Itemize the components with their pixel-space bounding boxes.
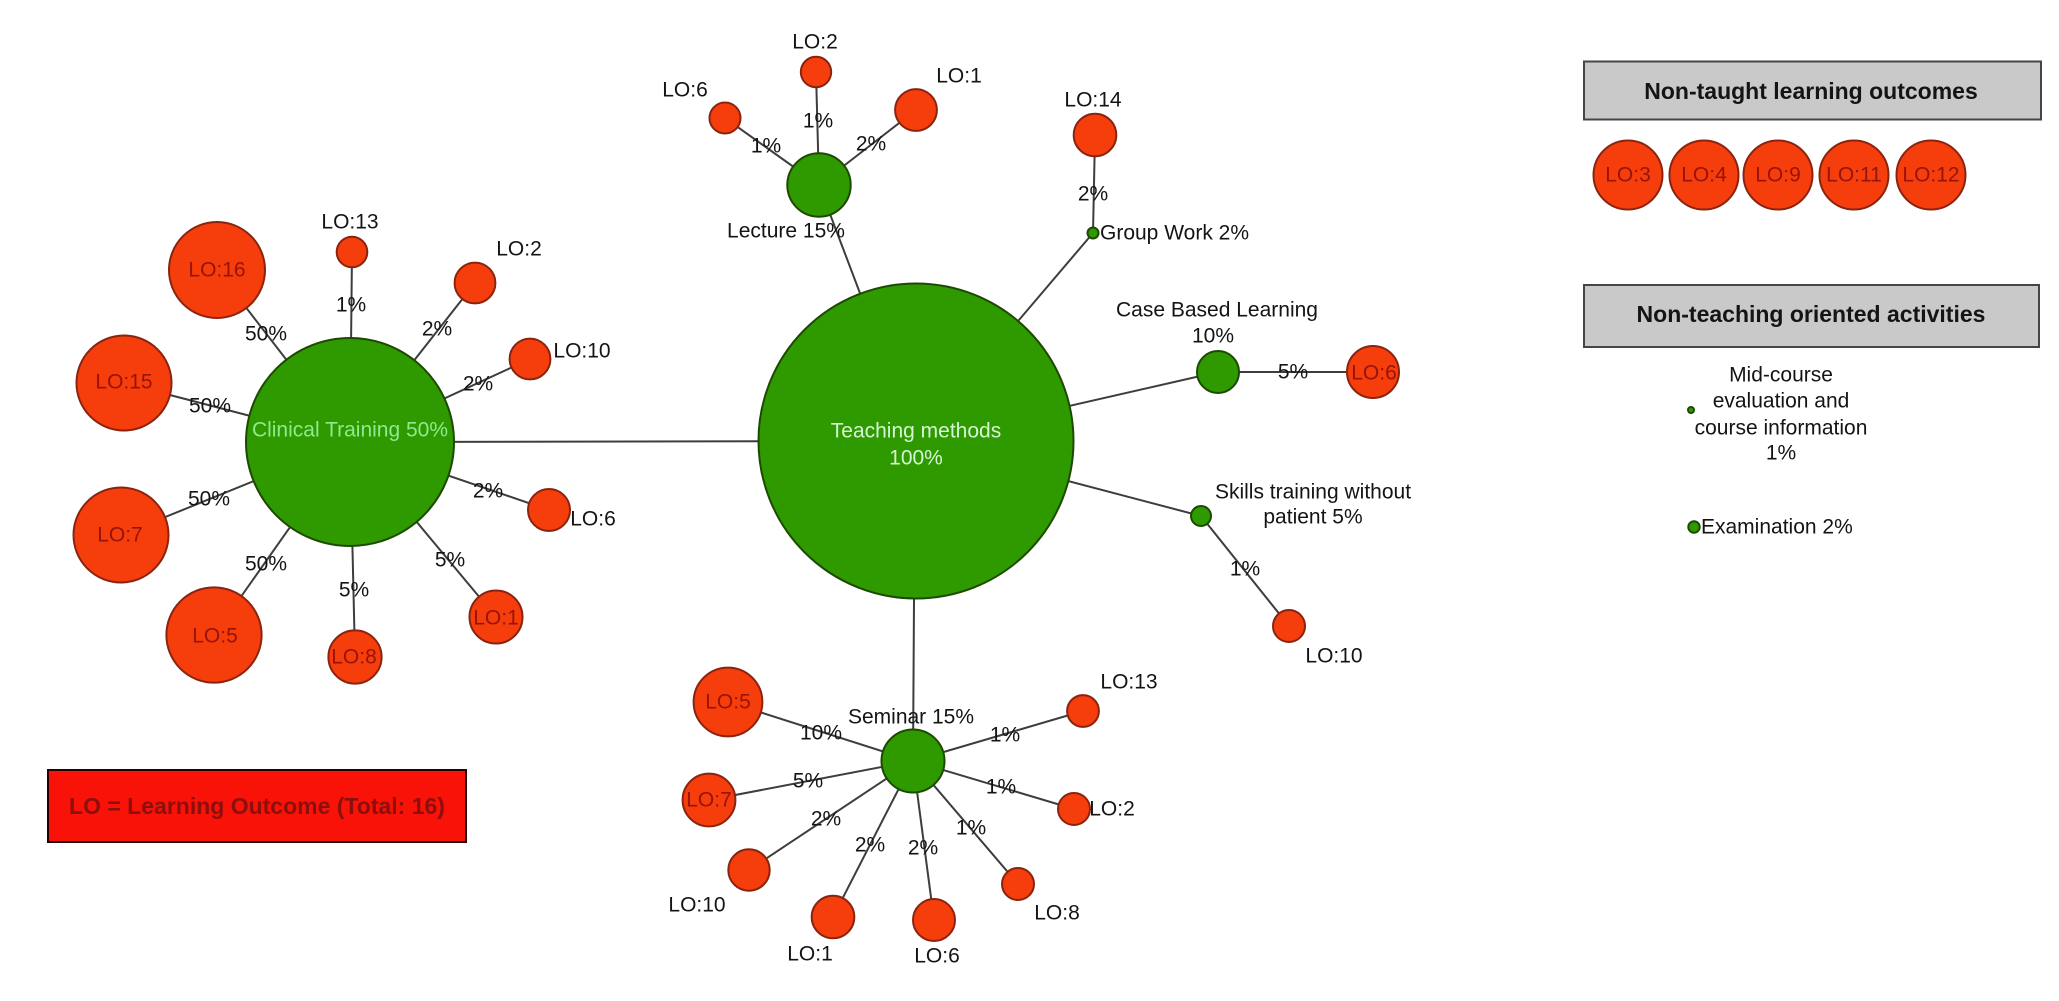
svg-text:2%: 2% (908, 837, 938, 860)
svg-text:LO:8: LO:8 (331, 646, 377, 669)
svg-text:1%: 1% (751, 135, 781, 158)
svg-text:50%: 50% (245, 323, 287, 346)
svg-text:10%: 10% (1192, 325, 1234, 348)
svg-text:1%: 1% (1230, 558, 1260, 581)
svg-text:Non-taught learning outcomes: Non-taught learning outcomes (1644, 78, 1978, 104)
svg-text:1%: 1% (803, 110, 833, 133)
svg-text:50%: 50% (189, 395, 231, 418)
svg-text:LO:5: LO:5 (705, 691, 751, 714)
svg-text:LO:4: LO:4 (1681, 164, 1727, 187)
svg-text:Group Work 2%: Group Work 2% (1100, 222, 1249, 245)
svg-text:LO:9: LO:9 (1755, 164, 1801, 187)
svg-text:Case Based Learning: Case Based Learning (1116, 299, 1318, 322)
svg-text:Examination 2%: Examination 2% (1701, 516, 1853, 539)
svg-text:LO:13: LO:13 (1100, 671, 1157, 694)
svg-text:Lecture 15%: Lecture 15% (727, 220, 845, 243)
svg-text:LO:15: LO:15 (95, 371, 152, 394)
svg-text:1%: 1% (336, 294, 366, 317)
svg-text:LO:6: LO:6 (914, 945, 960, 968)
svg-text:LO:11: LO:11 (1826, 164, 1882, 187)
svg-text:LO:3: LO:3 (1605, 164, 1651, 187)
svg-text:2%: 2% (855, 834, 885, 857)
svg-text:LO:10: LO:10 (1305, 645, 1362, 668)
svg-text:50%: 50% (188, 488, 230, 511)
svg-text:LO = Learning Outcome (Total:: LO = Learning Outcome (Total: 16) (69, 793, 445, 819)
svg-text:LO:5: LO:5 (192, 625, 238, 648)
svg-text:LO:2: LO:2 (1089, 798, 1135, 821)
svg-text:1%: 1% (986, 776, 1016, 799)
svg-text:LO:7: LO:7 (97, 524, 143, 547)
svg-text:LO:1: LO:1 (936, 65, 982, 88)
svg-text:5%: 5% (339, 579, 369, 602)
svg-text:Clinical Training 50%: Clinical Training 50% (252, 419, 448, 442)
svg-text:LO:2: LO:2 (792, 31, 838, 54)
svg-text:1%: 1% (956, 817, 986, 840)
svg-text:LO:12: LO:12 (1902, 164, 1959, 187)
svg-text:LO:13: LO:13 (321, 211, 378, 234)
svg-text:1%: 1% (990, 724, 1020, 747)
svg-text:Mid-course: Mid-course (1729, 364, 1833, 387)
svg-text:LO:2: LO:2 (496, 238, 542, 261)
svg-text:2%: 2% (811, 808, 841, 831)
svg-text:Seminar 15%: Seminar 15% (848, 706, 974, 729)
svg-text:Teaching methods: Teaching methods (831, 420, 1001, 443)
svg-text:2%: 2% (422, 318, 452, 341)
svg-text:5%: 5% (435, 549, 465, 572)
svg-text:10%: 10% (800, 722, 842, 745)
svg-text:Non-teaching oriented activiti: Non-teaching oriented activities (1637, 301, 1986, 327)
svg-text:LO:10: LO:10 (553, 340, 610, 363)
svg-text:2%: 2% (463, 373, 493, 396)
svg-text:5%: 5% (1278, 361, 1308, 384)
svg-text:LO:14: LO:14 (1064, 89, 1122, 112)
svg-text:LO:16: LO:16 (188, 259, 245, 282)
svg-text:50%: 50% (245, 553, 287, 576)
svg-text:evaluation and: evaluation and (1713, 390, 1850, 413)
svg-text:LO:1: LO:1 (473, 607, 519, 630)
svg-text:LO:10: LO:10 (668, 894, 725, 917)
svg-text:LO:1: LO:1 (787, 943, 833, 966)
svg-text:2%: 2% (473, 480, 503, 503)
svg-text:LO:8: LO:8 (1034, 902, 1080, 925)
svg-text:2%: 2% (1078, 183, 1108, 206)
svg-text:2%: 2% (856, 133, 886, 156)
svg-text:LO:6: LO:6 (1351, 362, 1397, 385)
svg-text:LO:6: LO:6 (570, 508, 616, 531)
svg-text:LO:6: LO:6 (662, 79, 708, 102)
svg-text:100%: 100% (889, 447, 943, 470)
svg-text:1%: 1% (1766, 442, 1796, 465)
svg-text:LO:7: LO:7 (686, 789, 732, 812)
svg-text:5%: 5% (793, 770, 823, 793)
svg-text:patient 5%: patient 5% (1263, 506, 1362, 529)
svg-text:course information: course information (1695, 417, 1868, 440)
svg-text:Skills training without: Skills training without (1215, 481, 1411, 504)
